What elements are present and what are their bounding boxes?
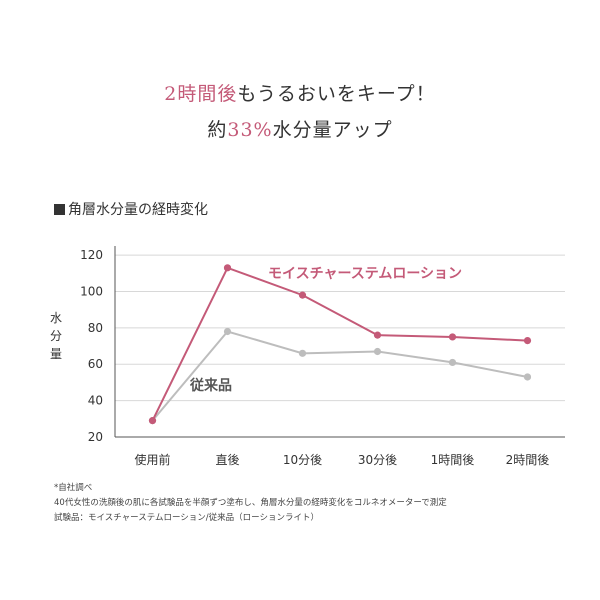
- y-tick-label: 40: [88, 394, 103, 408]
- headline-line-2: 約33%水分量アップ: [0, 115, 600, 142]
- data-point: [373, 331, 382, 339]
- headline-text-1: もうるおいをキープ！: [237, 83, 436, 105]
- footnote-source: *自社調べ: [54, 483, 93, 493]
- y-tick-label: 100: [80, 284, 103, 298]
- headline-text-2-post: 水分量アップ: [272, 119, 393, 141]
- data-point: [448, 358, 457, 367]
- data-point: [373, 347, 382, 356]
- series-line: [151, 266, 528, 422]
- section-title-text: 角層水分量の経時変化: [68, 202, 208, 218]
- y-tick-label: 60: [88, 357, 103, 371]
- x-tick-label: 2時間後: [506, 453, 550, 467]
- square-bullet-icon: [54, 204, 65, 215]
- x-tick-label: 使用前: [134, 452, 170, 467]
- headline-text-2-pre: 約: [207, 119, 228, 141]
- x-tick-label: 30分後: [358, 453, 397, 467]
- data-point: [298, 349, 307, 357]
- data-point: [223, 327, 232, 336]
- x-tick-label: 10分後: [283, 453, 322, 467]
- footnote-method: 40代女性の洗顔後の肌に各試験品を半顔ずつ塗布し、角層水分量の経時変化をコルネオ…: [54, 498, 447, 508]
- y-axis-label: 水分量: [49, 311, 62, 361]
- series-label: モイスチャーステムローション: [268, 266, 462, 282]
- series-label: 従来品: [189, 377, 232, 394]
- data-point: [223, 264, 232, 272]
- data-point: [523, 336, 532, 345]
- headline-line-1: 2時間後もうるおいをキープ！: [0, 79, 600, 106]
- x-tick-label: 1時間後: [431, 453, 475, 467]
- y-tick-label: 120: [80, 248, 103, 262]
- data-point: [448, 333, 457, 341]
- footnote-products: 試験品：モイスチャーステムローション/従来品（ローションライト）: [54, 513, 320, 523]
- data-point: [298, 291, 307, 299]
- y-tick-label: 20: [88, 430, 103, 444]
- footnotes: *自社調べ 40代女性の洗顔後の肌に各試験品を半顔ずつ塗布し、角層水分量の経時変…: [54, 481, 447, 526]
- data-point: [148, 417, 157, 425]
- headline-accent-time: 2時間後: [164, 83, 238, 105]
- headline-accent-percent: 33%: [227, 119, 273, 141]
- data-point: [523, 373, 532, 381]
- section-title: 角層水分量の経時変化: [54, 199, 208, 219]
- x-tick-label: 直後: [215, 453, 239, 467]
- y-tick-label: 80: [88, 321, 103, 335]
- series-line: [151, 330, 528, 422]
